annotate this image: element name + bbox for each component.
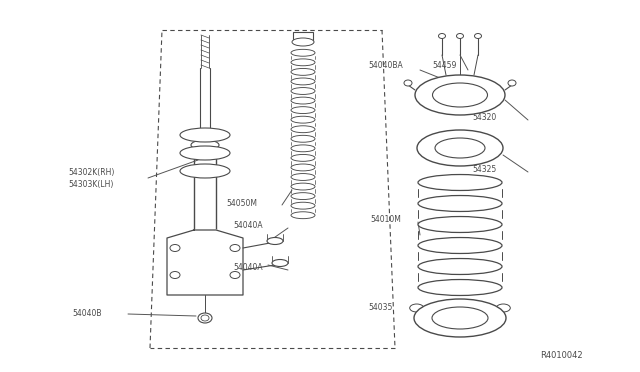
Bar [293, 32, 313, 42]
Ellipse shape [201, 315, 209, 321]
Ellipse shape [291, 154, 315, 161]
Ellipse shape [191, 140, 219, 150]
Ellipse shape [410, 304, 424, 312]
Ellipse shape [291, 135, 315, 142]
Text: 54302K(RH): 54302K(RH) [68, 167, 115, 176]
Ellipse shape [291, 97, 315, 104]
Text: 54459: 54459 [432, 61, 456, 71]
Ellipse shape [418, 196, 502, 211]
Text: 54040A: 54040A [233, 263, 262, 273]
Ellipse shape [180, 128, 230, 142]
Ellipse shape [456, 33, 463, 38]
Text: 54010M: 54010M [370, 215, 401, 224]
Ellipse shape [432, 307, 488, 329]
Ellipse shape [291, 116, 315, 123]
Ellipse shape [291, 59, 315, 66]
Ellipse shape [170, 244, 180, 251]
Text: 54320: 54320 [472, 113, 496, 122]
Ellipse shape [230, 272, 240, 279]
Ellipse shape [291, 126, 315, 133]
Ellipse shape [508, 80, 516, 86]
Ellipse shape [438, 33, 445, 38]
Ellipse shape [291, 174, 315, 180]
Ellipse shape [291, 145, 315, 152]
Ellipse shape [291, 202, 315, 209]
Ellipse shape [435, 138, 485, 158]
Ellipse shape [474, 33, 481, 38]
Ellipse shape [291, 87, 315, 94]
Ellipse shape [404, 80, 412, 86]
Ellipse shape [291, 78, 315, 85]
Ellipse shape [414, 299, 506, 337]
Ellipse shape [292, 38, 314, 46]
Ellipse shape [418, 217, 502, 232]
Ellipse shape [291, 164, 315, 171]
Ellipse shape [291, 49, 315, 56]
Text: 54040A: 54040A [233, 221, 262, 231]
Ellipse shape [418, 174, 502, 190]
Text: 54040BA: 54040BA [368, 61, 403, 71]
Ellipse shape [291, 183, 315, 190]
Ellipse shape [415, 75, 505, 115]
Text: 54325: 54325 [472, 166, 496, 174]
Text: 54040B: 54040B [72, 308, 102, 317]
Ellipse shape [291, 68, 315, 75]
Ellipse shape [291, 107, 315, 113]
Ellipse shape [433, 83, 488, 107]
Ellipse shape [267, 237, 283, 244]
Ellipse shape [170, 272, 180, 279]
Ellipse shape [418, 237, 502, 253]
Ellipse shape [496, 304, 510, 312]
Ellipse shape [418, 259, 502, 275]
Ellipse shape [417, 130, 503, 166]
Ellipse shape [291, 212, 315, 219]
Text: 54303K(LH): 54303K(LH) [68, 180, 113, 189]
Ellipse shape [198, 313, 212, 323]
Text: 54035: 54035 [368, 304, 392, 312]
Ellipse shape [291, 193, 315, 199]
Text: 54050M: 54050M [226, 199, 257, 208]
Text: R4010042: R4010042 [540, 350, 582, 359]
Ellipse shape [418, 279, 502, 295]
Ellipse shape [180, 146, 230, 160]
Ellipse shape [180, 164, 230, 178]
Polygon shape [167, 230, 243, 295]
Ellipse shape [272, 260, 288, 266]
Ellipse shape [230, 244, 240, 251]
